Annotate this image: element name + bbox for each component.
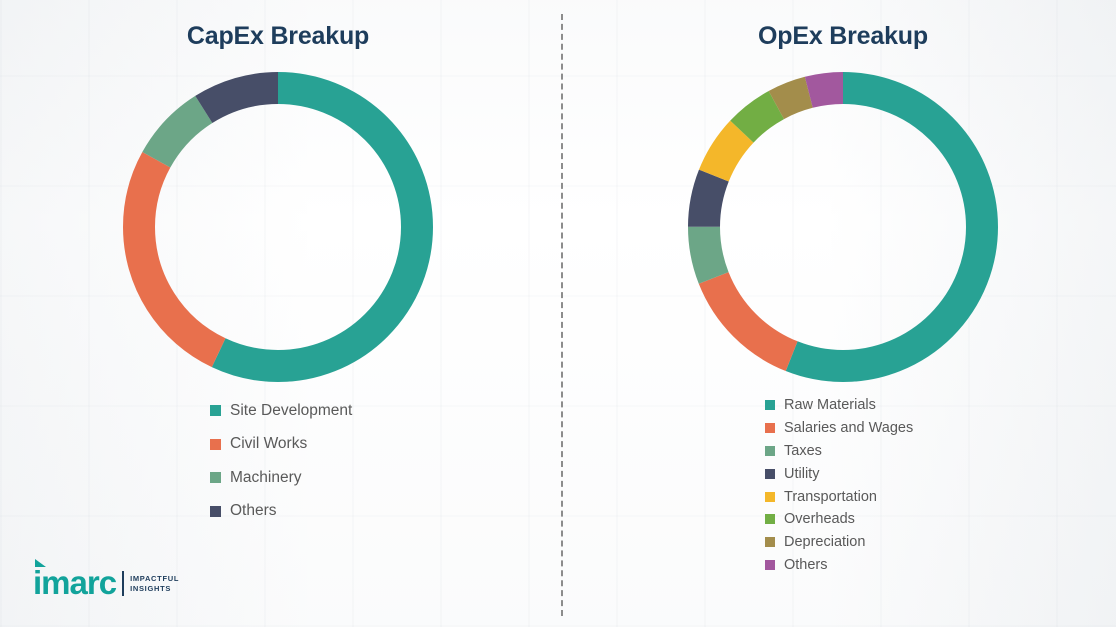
capex-chart-section: CapEx Breakup Site Development Civil Work… [118,22,438,607]
legend-label: Overheads [784,511,855,528]
legend-item: Others [765,554,913,577]
legend-marker-icon [210,405,221,417]
legend-marker-icon [210,505,221,517]
capex-donut-chart [123,72,433,382]
legend-marker-icon [765,468,775,479]
opex-chart-title: OpEx Breakup [758,22,928,50]
legend-label: Civil Works [230,435,308,453]
legend-item: Salaries and Wages [765,417,913,440]
legend-marker-icon [765,537,775,548]
logo-divider-bar [122,571,125,596]
legend: Site Development Civil Works Machinery Othe… [210,394,352,528]
legend-item: Transportation [765,485,913,508]
imarc-logo: imarc IMPACTFUL INSIGHTS [33,559,179,601]
legend-label: Depreciation [784,534,866,551]
legend-item: Site Development [210,394,352,428]
legend-item: Depreciation [765,531,913,554]
legend-item: Overheads [765,508,913,531]
legend-label: Machinery [230,468,302,486]
legend-label: Transportation [784,488,877,505]
vertical-dashed-divider [561,14,563,616]
legend-item: Civil Works [210,428,352,462]
legend-marker-icon [765,514,775,525]
legend-marker-icon [210,438,221,450]
donut-segment-civil-works [123,72,433,382]
logo-brand-text: imarc [33,564,117,601]
legend-label: Utility [784,465,820,482]
legend-label: Salaries and Wages [784,420,914,437]
donut-segment-others [688,72,998,382]
legend-marker-icon [765,559,775,570]
donut-segment-taxes [688,72,998,382]
legend-marker-icon [765,445,775,456]
logo-flag-icon [35,559,46,567]
legend-item: Machinery [210,461,352,495]
logo-tagline-line1: IMPACTFUL [130,573,180,583]
legend-label: Site Development [230,401,353,419]
legend-item: Others [210,495,352,529]
legend-item: Raw Materials [765,394,913,417]
capex-chart-title: CapEx Breakup [186,22,370,50]
legend-item: Taxes [765,440,913,463]
opex-chart-section: OpEx Breakup Raw Materials Salaries and W… [683,22,1003,607]
legend-label: Others [230,502,277,520]
donut-segment-others [123,72,433,382]
legend: Raw Materials Salaries and Wages Taxes Util… [765,394,913,576]
legend-label: Others [784,556,828,573]
logo-tagline-line2: INSIGHTS [130,583,172,593]
legend-marker-icon [765,400,775,411]
opex-donut-chart [688,72,998,382]
legend-marker-icon [765,423,775,434]
legend-marker-icon [210,472,221,484]
logo-tagline: IMPACTFUL INSIGHTS [130,574,179,594]
legend-label: Raw Materials [784,397,876,414]
legend-label: Taxes [784,442,822,459]
legend-marker-icon [765,491,775,502]
legend-item: Utility [765,462,913,485]
